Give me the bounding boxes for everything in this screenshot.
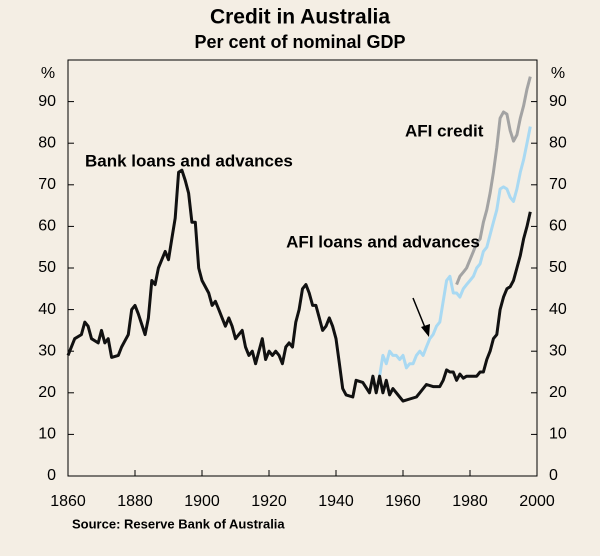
x-tick-label: 2000 [519,493,555,510]
y2-tick-label: 90 [549,93,567,110]
x-tick-label: 1860 [50,493,86,510]
y-tick-label: 60 [38,218,56,235]
y2-tick-label: 50 [549,259,567,276]
y-tick-label: 40 [38,301,56,318]
annotation: AFI credit [405,121,484,140]
line [66,168,532,403]
y-tick-label: 70 [38,176,56,193]
y2-tick-label: 30 [549,342,567,359]
chart-subtitle: Per cent of nominal GDP [194,32,405,52]
arrow-head [421,324,430,337]
y-tick-label: 50 [38,259,56,276]
y2-tick-label: 80 [549,134,567,151]
y-axis-label: % [41,65,55,82]
y2-tick-label: 40 [549,301,567,318]
x-tick-label: 1920 [251,493,287,510]
x-tick-label: 1980 [452,493,488,510]
y2-tick-label: 10 [549,426,567,443]
x-tick-label: 1900 [184,493,220,510]
y2-tick-label: 60 [549,218,567,235]
y2-tick-label: 0 [549,467,558,484]
y-tick-label: 0 [47,467,56,484]
x-tick-label: 1960 [385,493,421,510]
y2-tick-label: 70 [549,176,567,193]
chart-title: Credit in Australia [210,6,390,29]
annotation: AFI loans and advances [286,232,480,251]
line [455,76,532,286]
y-tick-label: 20 [38,384,56,401]
y2-axis-label: % [551,65,565,82]
annotation: Bank loans and advances [85,151,293,170]
y-tick-label: 90 [38,93,56,110]
y-tick-label: 10 [38,426,56,443]
x-tick-label: 1940 [318,493,354,510]
y2-tick-label: 20 [549,384,567,401]
source: Source: Reserve Bank of Australia [72,516,285,531]
y-tick-label: 30 [38,342,56,359]
line [378,126,532,377]
x-tick-label: 1880 [117,493,153,510]
y-tick-label: 80 [38,134,56,151]
arrow [412,297,427,331]
